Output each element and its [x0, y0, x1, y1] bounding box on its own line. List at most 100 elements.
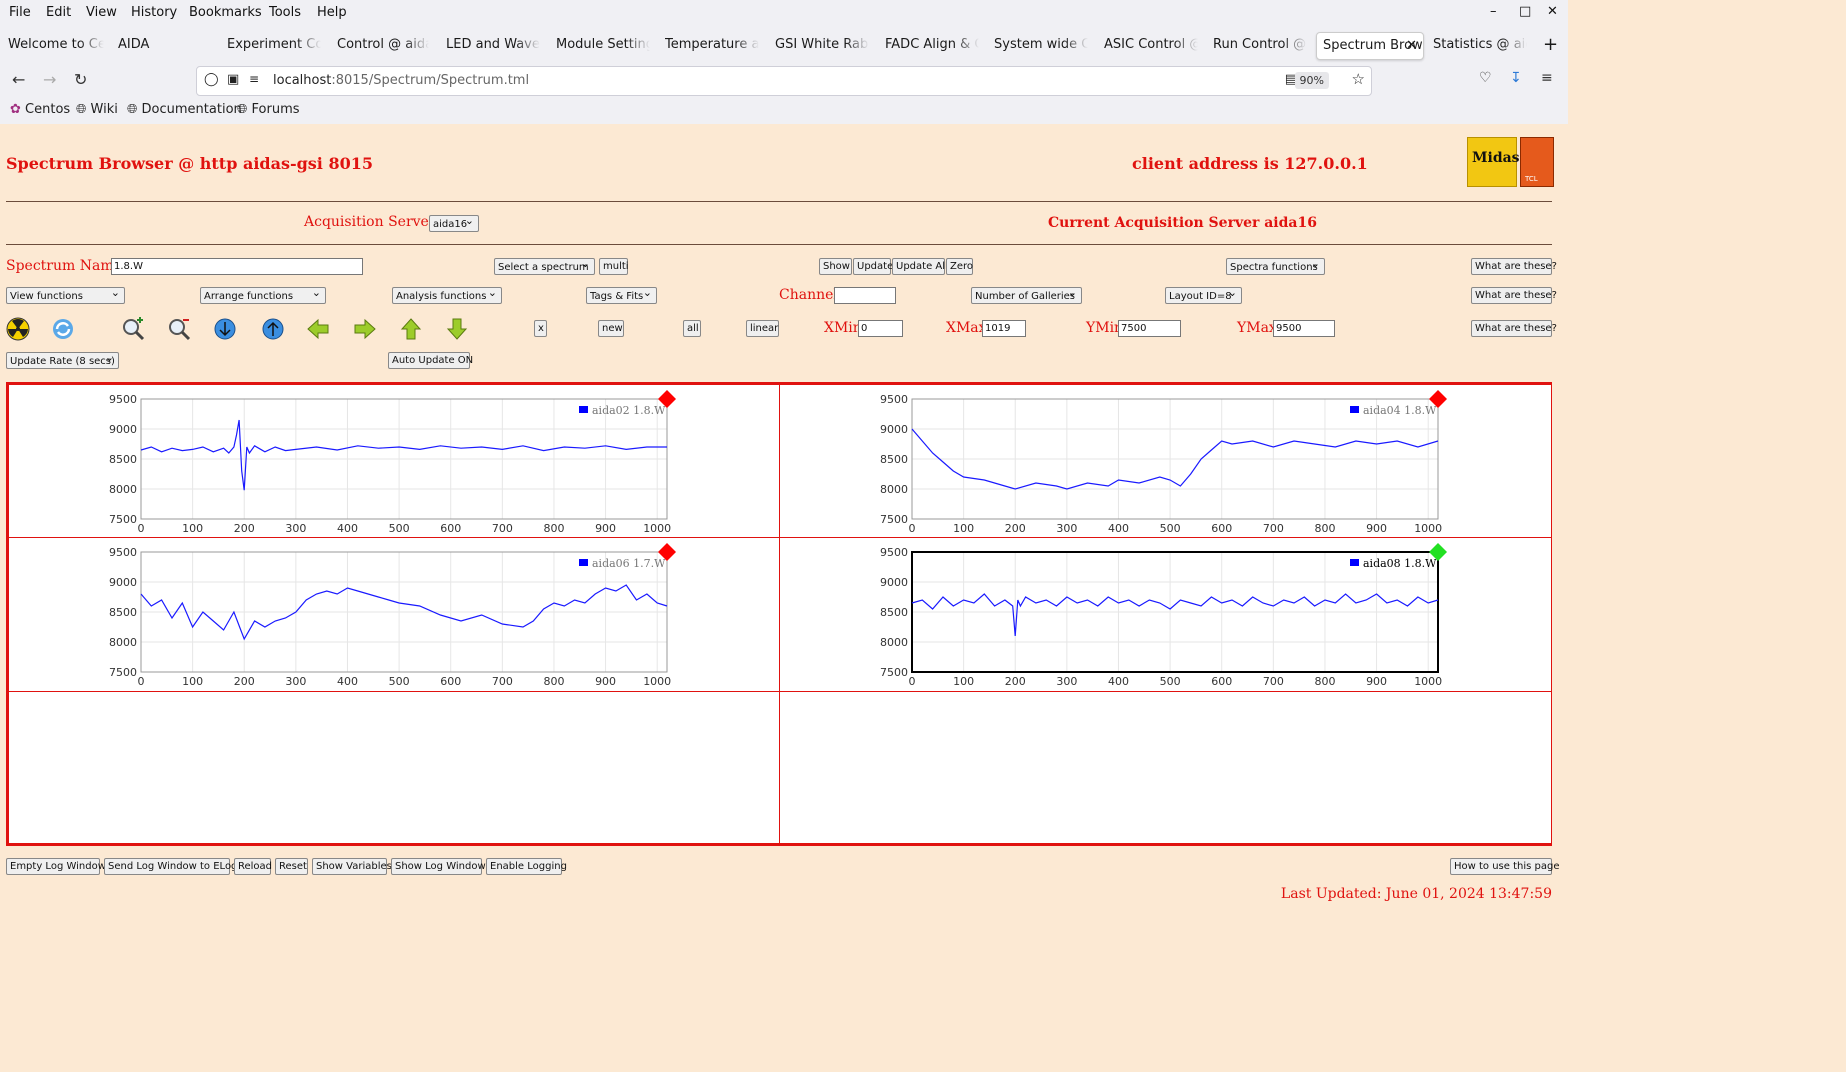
minimize-icon[interactable]: –	[1490, 4, 1497, 19]
arrow-up-icon[interactable]	[399, 317, 423, 341]
tab-experiment[interactable]: Experiment Cont	[227, 32, 321, 58]
enable-logging-button[interactable]: Enable Logging	[486, 858, 567, 875]
update-all-button[interactable]: Update All	[892, 258, 948, 275]
what-are-these-button[interactable]: What are these?	[1471, 258, 1557, 275]
gallery-cell-3[interactable]: 0 100 200 300 400 500 600 700 800 900 1000 7500 8000…	[8, 537, 780, 692]
new-tab-icon[interactable]: +	[1543, 34, 1559, 55]
show-log-window-button[interactable]: Show Log Window	[391, 858, 486, 875]
auto-update-button[interactable]: Auto Update ON	[388, 352, 473, 369]
reset-button[interactable]: Reset	[275, 858, 308, 875]
show-button[interactable]: Show	[819, 258, 852, 275]
gallery-cell-6[interactable]	[779, 691, 1552, 844]
spectrum-name-input[interactable]: 1.8.W	[111, 258, 363, 275]
menu-edit[interactable]: Edit	[46, 5, 72, 20]
spectrum-chart-aida04[interactable]: 0 100 200 300 400 500 600 700 800 900 1000 7500 8000…	[780, 385, 1551, 537]
scroll-down-icon[interactable]	[213, 317, 237, 341]
linear-button[interactable]: linear	[746, 320, 779, 337]
bookmark-forums[interactable]: 🌐︎ Forums	[237, 102, 300, 117]
tab-aida[interactable]: AIDA	[118, 37, 150, 52]
maximize-icon[interactable]: □	[1519, 4, 1532, 19]
gallery-cell-2[interactable]: 0 100 200 300 400 500 600 700 800 900 1000 7500 8000…	[779, 384, 1552, 538]
shield-icon[interactable]: ◯	[204, 72, 219, 87]
bookmark-centos[interactable]: ✿ Centos	[10, 102, 71, 117]
x-button[interactable]: x	[534, 320, 547, 337]
multi-button[interactable]: multi	[599, 258, 629, 275]
acquisition-server-select[interactable]: aida16	[429, 212, 479, 232]
what-are-these-button[interactable]: What are these?	[1471, 320, 1557, 337]
xmax-input[interactable]: 1019	[982, 320, 1026, 337]
menu-bookmarks[interactable]: Bookmarks	[189, 5, 262, 20]
back-icon[interactable]: ←	[12, 70, 26, 89]
zoom-level[interactable]: 90%	[1294, 72, 1329, 89]
zero-button[interactable]: Zero	[946, 258, 973, 275]
menu-file[interactable]: File	[9, 5, 31, 20]
hamburger-menu-icon[interactable]: ≡	[1541, 70, 1553, 86]
new-button[interactable]: new	[598, 320, 624, 337]
all-button[interactable]: all	[683, 320, 701, 337]
xmin-input[interactable]: 0	[858, 320, 903, 337]
tab-asic[interactable]: ASIC Control @	[1104, 32, 1198, 58]
star-icon[interactable]: ☆	[1351, 70, 1365, 88]
reload-button[interactable]: Reload	[234, 858, 272, 875]
show-variables-button[interactable]: Show Variables	[312, 858, 392, 875]
what-are-these-button[interactable]: What are these?	[1471, 287, 1557, 304]
reload-icon[interactable]: ↻	[74, 70, 88, 89]
forward-icon[interactable]: →	[43, 70, 57, 89]
empty-log-window-button[interactable]: Empty Log Window	[6, 858, 106, 875]
tab-module-settings[interactable]: Module Settings	[556, 32, 650, 58]
close-tab-icon[interactable]: ✕	[1406, 38, 1417, 53]
zoom-out-icon[interactable]	[167, 317, 191, 341]
select-spectrum-dropdown[interactable]: Select a spectrum	[494, 255, 595, 275]
scroll-up-icon[interactable]	[261, 317, 285, 341]
spectra-functions-dropdown[interactable]: Spectra functions	[1226, 255, 1325, 275]
menu-history[interactable]: History	[131, 5, 178, 20]
arrow-right-icon[interactable]	[353, 317, 377, 341]
spectrum-chart-aida02[interactable]: 0 100 200 300 400 500 600 700 800 900 1000 7500 8000…	[9, 385, 779, 537]
tab-statistics[interactable]: Statistics @ aida	[1433, 32, 1527, 58]
reader-view-icon[interactable]: ▤	[1284, 72, 1297, 87]
tab-welcome[interactable]: Welcome to Cen	[8, 32, 104, 58]
tab-spectrum-browser[interactable]: Spectrum Brow ✕	[1316, 32, 1424, 60]
tab-white-rabbit[interactable]: GSI White Rabbi	[775, 32, 869, 58]
tab-run-control[interactable]: Run Control @ a	[1213, 32, 1307, 58]
menu-tools[interactable]: Tools	[269, 5, 302, 20]
layout-id-dropdown[interactable]: Layout ID=8	[1165, 284, 1242, 304]
url-bar[interactable]: ◯ ▣ ≡ localhost:8015/Spectrum/Spectrum.t…	[196, 66, 1372, 96]
refresh-icon[interactable]	[51, 317, 75, 341]
arrow-left-icon[interactable]	[306, 317, 330, 341]
gallery-cell-1[interactable]: 0 100 200 300 400 500 600 700 800 900 1000 7500 8000…	[8, 384, 780, 538]
tab-system-wide[interactable]: System wide Ch	[994, 32, 1088, 58]
number-of-galleries-dropdown[interactable]: Number of Galleries	[971, 284, 1082, 304]
zoom-in-icon[interactable]	[121, 317, 145, 341]
url-text[interactable]: localhost:8015/Spectrum/Spectrum.tml	[273, 73, 530, 88]
gallery-cell-5[interactable]	[8, 691, 780, 844]
bookmark-wiki[interactable]: 🌐︎ Wiki	[76, 102, 118, 117]
arrange-functions-dropdown[interactable]: Arrange functions	[200, 284, 326, 304]
arrow-down-icon[interactable]	[445, 317, 469, 341]
send-log-to-elog-button[interactable]: Send Log Window to ELog	[104, 858, 237, 875]
ymax-input[interactable]: 9500	[1273, 320, 1335, 337]
menu-view[interactable]: View	[86, 5, 117, 20]
radiation-icon[interactable]	[6, 317, 30, 341]
update-rate-dropdown[interactable]: Update Rate (8 secs)	[6, 349, 119, 369]
spectrum-chart-aida08[interactable]: 0 100 200 300 400 500 600 700 800 900 1000 7500 8000…	[780, 538, 1551, 691]
tags-fits-dropdown[interactable]: Tags & Fits	[586, 284, 657, 304]
gallery-cell-4[interactable]: 0 100 200 300 400 500 600 700 800 900 1000 7500 8000…	[779, 537, 1552, 692]
bookmark-documentation[interactable]: 🌐︎ Documentation	[127, 102, 242, 117]
menu-help[interactable]: Help	[317, 5, 347, 20]
how-to-use-button[interactable]: How to use this page	[1450, 858, 1560, 875]
permissions-icon[interactable]: ≡	[249, 72, 260, 86]
tab-fadc[interactable]: FADC Align & Co	[885, 32, 979, 58]
tab-control[interactable]: Control @ aidas	[337, 32, 429, 58]
analysis-functions-dropdown[interactable]: Analysis functions	[392, 284, 502, 304]
tab-led[interactable]: LED and Wavefo	[446, 32, 540, 58]
spectrum-chart-aida06[interactable]: 0 100 200 300 400 500 600 700 800 900 1000 7500 8000…	[9, 538, 779, 691]
pocket-icon[interactable]: ♡	[1479, 70, 1492, 86]
close-window-icon[interactable]: ✕	[1547, 4, 1558, 19]
ymin-input[interactable]: 7500	[1118, 320, 1181, 337]
channel-input[interactable]	[834, 287, 896, 304]
view-functions-dropdown[interactable]: View functions	[6, 284, 125, 304]
update-button[interactable]: Update	[853, 258, 893, 275]
download-icon[interactable]: ↧	[1510, 70, 1522, 86]
tab-temperature[interactable]: Temperature and	[665, 32, 759, 58]
